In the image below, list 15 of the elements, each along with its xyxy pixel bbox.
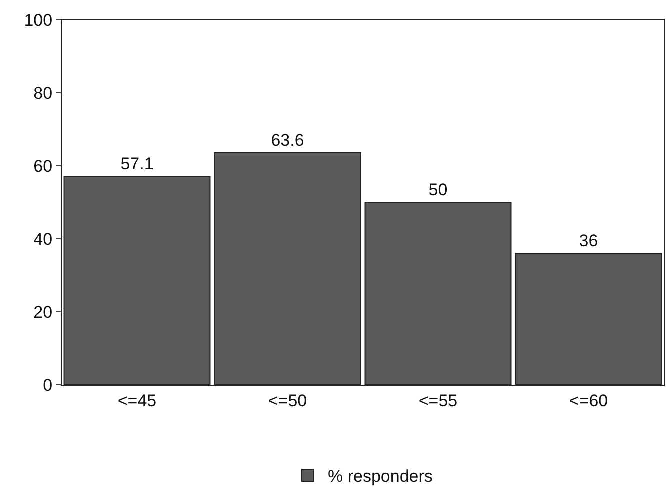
x-tick-label: <=45 — [118, 391, 157, 410]
data-label: 57.1 — [120, 154, 154, 174]
x-tick-label: <=55 — [418, 391, 458, 410]
y-tick-label: 80 — [34, 84, 53, 103]
x-tick-label: <=50 — [268, 391, 308, 410]
y-tick-label: 20 — [34, 302, 53, 322]
y-tick-label: 100 — [24, 10, 53, 30]
legend-label: % responders — [328, 467, 433, 486]
y-tick-label: 60 — [34, 156, 53, 176]
y-tick-label: 40 — [34, 230, 53, 249]
data-label: 36 — [579, 232, 598, 251]
x-tick-label: <=60 — [569, 391, 608, 410]
data-label: 50 — [428, 180, 448, 200]
data-label: 63.6 — [271, 130, 304, 150]
y-tick-label: 0 — [43, 376, 53, 395]
